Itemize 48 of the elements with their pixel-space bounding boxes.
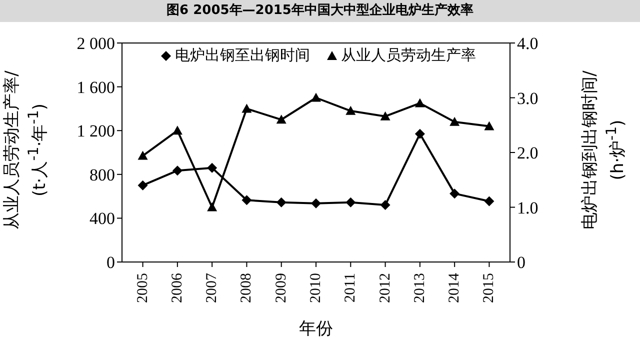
point <box>138 150 148 160</box>
point <box>207 202 218 212</box>
legend-label: 电炉出钢至出钢时间 <box>175 46 310 65</box>
point <box>450 116 460 126</box>
x-tick-label: 2010 <box>308 273 324 303</box>
point <box>450 188 460 199</box>
x-tick-label: 2005 <box>134 273 151 303</box>
point <box>172 126 182 135</box>
y-tick-label: 800 <box>90 165 115 184</box>
y-tick-label: 2 000 <box>76 34 115 54</box>
y-tick-label: 0 <box>106 253 115 272</box>
point <box>346 197 356 208</box>
point <box>311 92 321 102</box>
point <box>414 98 425 108</box>
point <box>484 121 494 130</box>
point <box>414 128 425 139</box>
x-tick-label: 2007 <box>204 272 220 303</box>
point <box>380 200 390 210</box>
point <box>207 162 218 173</box>
x-tick-label: 2011 <box>342 273 359 302</box>
x-tick-label: 2012 <box>377 273 394 303</box>
y2-tick-label: 3.0 <box>517 88 538 108</box>
point <box>380 111 390 120</box>
y-tick-label: 1 200 <box>76 122 115 141</box>
x-axis-title: 年份 <box>299 319 333 338</box>
point <box>172 166 182 176</box>
y2-tick-label: 1.0 <box>517 198 538 218</box>
legend-label: 从业人员劳动生产率 <box>341 46 476 65</box>
point <box>484 196 494 206</box>
y-tick-label: 400 <box>90 209 115 228</box>
y2-tick-label: 0 <box>517 253 526 272</box>
x-tick-label: 2008 <box>238 273 255 303</box>
y2-tick-label: 4.0 <box>517 34 538 54</box>
point <box>242 195 252 206</box>
point <box>276 197 286 208</box>
point <box>242 104 252 113</box>
x-tick-label: 2015 <box>481 273 498 303</box>
y2-tick-label: 2.0 <box>517 144 538 163</box>
x-tick-label: 2009 <box>273 273 290 303</box>
point <box>276 114 286 124</box>
y-tick-label: 1 600 <box>76 78 115 97</box>
point <box>346 106 356 115</box>
x-tick-label: 2014 <box>446 272 463 303</box>
point <box>311 198 321 208</box>
x-tick-label: 2013 <box>412 273 428 303</box>
chart-title: 图6 2005年—2015年中国大中型企业电炉生产效率 <box>0 0 640 22</box>
x-tick-label: 2006 <box>169 272 186 303</box>
point <box>138 180 148 190</box>
